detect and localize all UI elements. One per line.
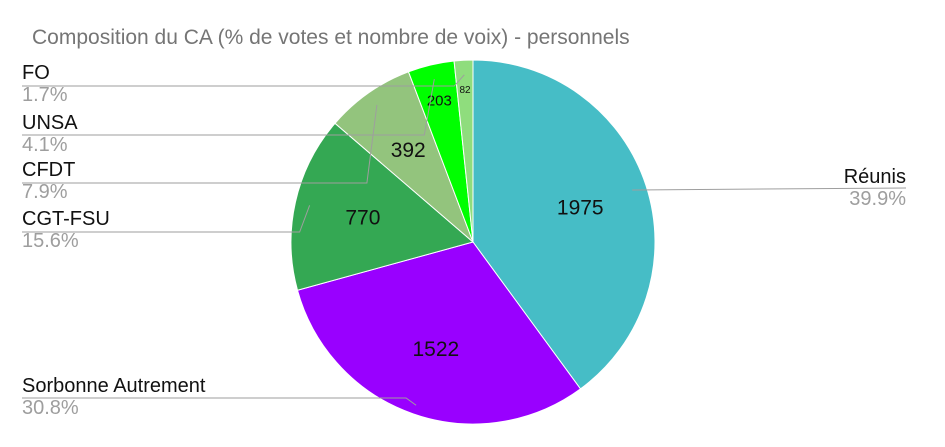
slice-name-unsa: UNSA [22, 112, 78, 134]
slice-percent-fo: 1.7% [22, 84, 68, 106]
slice-name-cgt-fsu: CGT-FSU [22, 208, 110, 230]
pie-slice-cfdt [334, 71, 474, 243]
slice-value-cgt-fsu: 770 [345, 207, 380, 230]
slice-percent-cgt-fsu: 15.6% [22, 230, 79, 252]
chart-title: Composition du CA (% de votes et nombre … [32, 26, 630, 49]
slice-percent-unsa: 4.1% [22, 134, 68, 156]
leader-line-fo [22, 74, 465, 87]
leader-line-cgt-fsu [22, 205, 311, 233]
pie-slice-sorbonne-autrement [296, 241, 582, 425]
slice-percent-sorbonne-autrement: 30.8% [22, 397, 79, 419]
slice-percent-cfdt: 7.9% [22, 181, 68, 203]
slice-value-fo: 82 [459, 85, 471, 96]
leader-line-sorbonne-autrement [22, 397, 417, 406]
slice-percent-reunis: 39.9% [849, 188, 906, 210]
leader-line-reunis [632, 187, 907, 191]
leader-lines [22, 74, 907, 406]
slice-value-unsa: 203 [427, 93, 452, 110]
slice-name-reunis: Réunis [844, 166, 906, 188]
slice-value-sorbonne-autrement: 1522 [412, 338, 459, 361]
leader-line-cfdt [22, 104, 378, 184]
slice-name-cfdt: CFDT [22, 159, 75, 181]
slice-value-labels: 1975 1522 770 392 203 82 [345, 85, 603, 361]
slice-name-sorbonne-autrement: Sorbonne Autrement [22, 375, 206, 397]
pie-slice-reunis [472, 59, 656, 390]
leader-line-unsa [22, 79, 435, 136]
pie-slices [290, 59, 656, 425]
pie-slice-fo [453, 59, 474, 243]
slice-value-cfdt: 392 [391, 139, 426, 162]
slice-name-fo: FO [22, 62, 50, 84]
slice-value-reunis: 1975 [557, 196, 604, 219]
